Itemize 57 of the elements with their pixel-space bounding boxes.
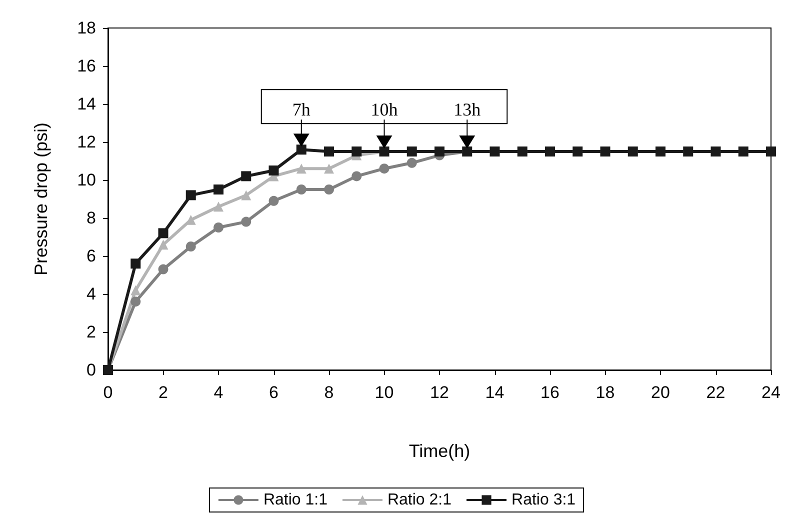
y-tick-label: 18 [77,18,96,38]
point [158,240,168,250]
x-tick-label: 16 [540,383,560,402]
point [379,164,390,174]
point [324,164,334,174]
point [268,196,279,206]
x-tick-label: 14 [485,383,504,402]
y-tick-label: 4 [86,284,96,304]
point [268,166,279,176]
y-tick-label: 12 [77,132,96,152]
x-tick-label: 22 [706,383,726,402]
point [158,228,168,238]
y-axis-title: Pressure drop (psi) [31,122,51,276]
point [296,164,306,174]
y-tick-label: 8 [86,208,96,228]
x-tick-label: 10 [374,383,394,402]
point [186,242,196,252]
point [214,222,224,232]
x-tick-label: 8 [324,383,334,402]
x-tick-label: 0 [103,383,113,402]
x-tick-label: 2 [158,383,168,402]
legend-label: Ratio 3:1 [512,492,576,508]
annotation: 10h [370,100,398,120]
x-tick-label: 18 [596,383,615,402]
point [214,184,224,194]
point [324,184,334,194]
point [352,146,362,156]
y-tick-label: 16 [77,56,96,76]
annotation: 7h [292,100,310,120]
point [296,144,306,155]
annotation: 13h [454,100,481,120]
point [130,296,141,307]
x-tick-label: 4 [214,383,224,402]
legend-label: Ratio 1:1 [263,492,328,508]
y-tick-label: 14 [77,94,96,114]
point [241,190,252,200]
x-axis-title: Time(h) [408,441,470,461]
point [214,202,224,212]
x-tick-label: 20 [651,383,670,402]
x-tick-label: 12 [430,383,449,402]
point [130,285,141,296]
y-tick-label: 2 [86,322,96,342]
point [241,216,252,227]
point [241,171,252,182]
point [352,171,362,182]
x-tick-label: 6 [269,383,278,402]
x-tick-label: 24 [762,383,780,402]
y-tick-label: 6 [86,246,96,266]
point [296,184,306,194]
point [406,158,417,168]
point [158,264,168,274]
point [324,146,334,156]
legend-label: Ratio 2:1 [387,492,452,508]
y-tick-label: 10 [77,170,96,190]
y-tick-label: 0 [86,360,96,380]
point [186,190,196,200]
point [130,258,141,269]
